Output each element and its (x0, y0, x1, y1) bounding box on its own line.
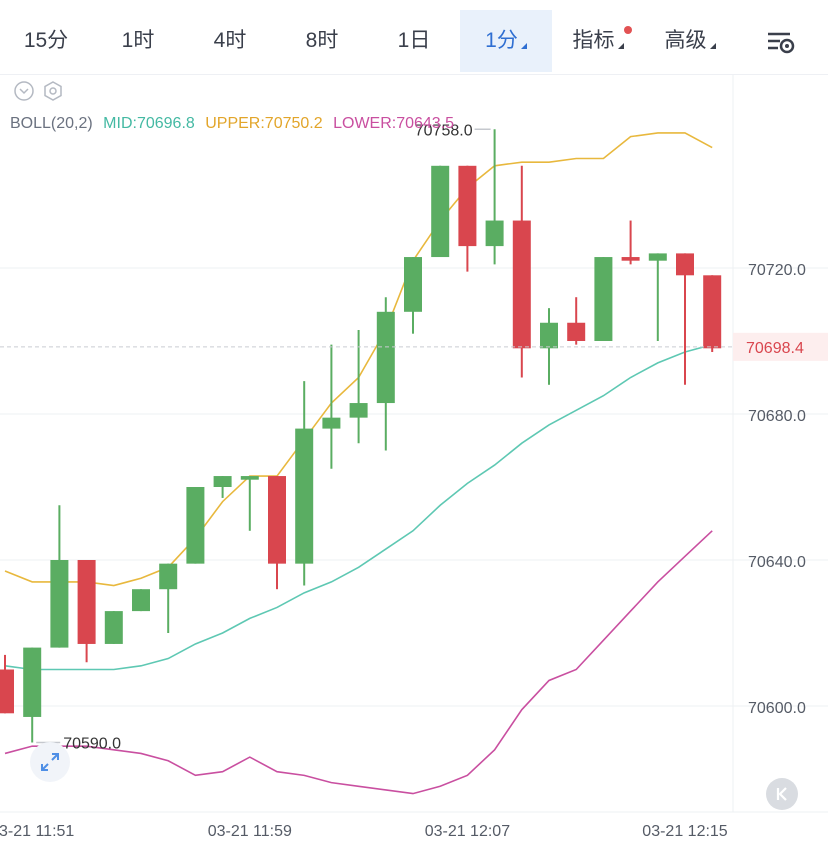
tab-label: 15分 (23, 29, 69, 52)
fullscreen-button[interactable] (30, 742, 70, 782)
candle-down (621, 257, 640, 261)
min-price-label: 70590.0 (63, 736, 121, 753)
current-price-tag (733, 332, 828, 361)
boll-upper: UPPER:70750.2 (205, 115, 323, 132)
x-tick-label: 03-21 12:07 (425, 823, 511, 840)
boll-lower: LOWER:70643.5 (333, 115, 455, 132)
tab-0[interactable]: 15分 (0, 10, 92, 72)
candle-up (376, 311, 395, 404)
tab-label: 指标 (572, 29, 615, 52)
tab-6[interactable]: 指标 (552, 10, 644, 72)
tab-5[interactable]: 1分 (460, 10, 552, 72)
boll-lower-line (4, 530, 713, 795)
tab-label: 4时 (213, 29, 247, 52)
boll-mid-line (4, 343, 713, 671)
boll-mid: MID:70696.8 (103, 115, 195, 132)
scroll-to-latest-button[interactable] (766, 778, 798, 810)
tab-4[interactable]: 1日 (368, 10, 460, 72)
tab-label: 1时 (121, 29, 155, 52)
candle-up (132, 589, 150, 612)
candle-down (0, 669, 14, 714)
collapse-indicator-icon[interactable] (13, 80, 35, 102)
candle-up (594, 257, 613, 341)
tab-1[interactable]: 1时 (92, 10, 184, 72)
candle-down (567, 322, 586, 341)
indicator-settings-icon[interactable] (42, 80, 64, 102)
candle-up (23, 647, 42, 717)
candle-up (648, 253, 667, 261)
candle-up (349, 403, 368, 418)
candle-up (295, 428, 314, 564)
tab-label: 8时 (305, 29, 339, 52)
candle-up (540, 322, 558, 349)
max-price-label: 70758.0 (415, 122, 473, 139)
candle-up (104, 611, 123, 644)
y-tick-label: 70600.0 (748, 700, 806, 717)
boll-legend: BOLL(20,2) MID:70696.8 UPPER:70750.2 LOW… (10, 115, 460, 133)
x-tick-label: 03-21 12:15 (642, 823, 728, 840)
y-tick-label: 70720.0 (748, 262, 806, 279)
notification-dot-icon (624, 26, 632, 34)
chart-settings-button[interactable] (764, 26, 798, 60)
candle-up (431, 165, 450, 258)
timeframe-tabs: 15分 1时 4时 8时 1日 1分 指标 高级 (0, 0, 828, 75)
candle-up (404, 257, 422, 312)
boll-name: BOLL(20,2) (10, 115, 93, 132)
tab-label: 高级 (664, 29, 707, 52)
candle-down (77, 560, 96, 644)
skip-to-end-icon (776, 787, 787, 801)
x-tick-label: 03-21 11:59 (208, 823, 292, 840)
candle-up (485, 220, 504, 247)
candle-up (240, 476, 259, 480)
dropdown-triangle-icon (520, 43, 527, 49)
expand-icon (41, 753, 59, 771)
tab-3[interactable]: 8时 (276, 10, 368, 72)
candle-down (268, 476, 286, 564)
candle-down (703, 275, 722, 349)
y-tick-label: 70640.0 (748, 554, 806, 571)
tab-label: 1分 (485, 29, 518, 52)
y-tick-label: 70680.0 (748, 408, 806, 425)
candle-up (186, 487, 205, 564)
tab-label: 1日 (397, 29, 431, 52)
candle-down (512, 220, 531, 349)
candle-up (213, 476, 232, 487)
x-tick-label: 03-21 11:51 (0, 823, 74, 840)
candle-up (322, 417, 341, 429)
tab-7[interactable]: 高级 (644, 10, 736, 72)
settings-icon (768, 32, 795, 54)
current-price-label: 70698.4 (746, 340, 804, 357)
candle-up (50, 560, 69, 648)
candle-down (676, 253, 694, 276)
dropdown-triangle-icon (617, 43, 624, 49)
tab-2[interactable]: 4时 (184, 10, 276, 72)
dropdown-triangle-icon (709, 43, 716, 49)
candle-up (159, 563, 178, 590)
candle-down (458, 165, 477, 247)
